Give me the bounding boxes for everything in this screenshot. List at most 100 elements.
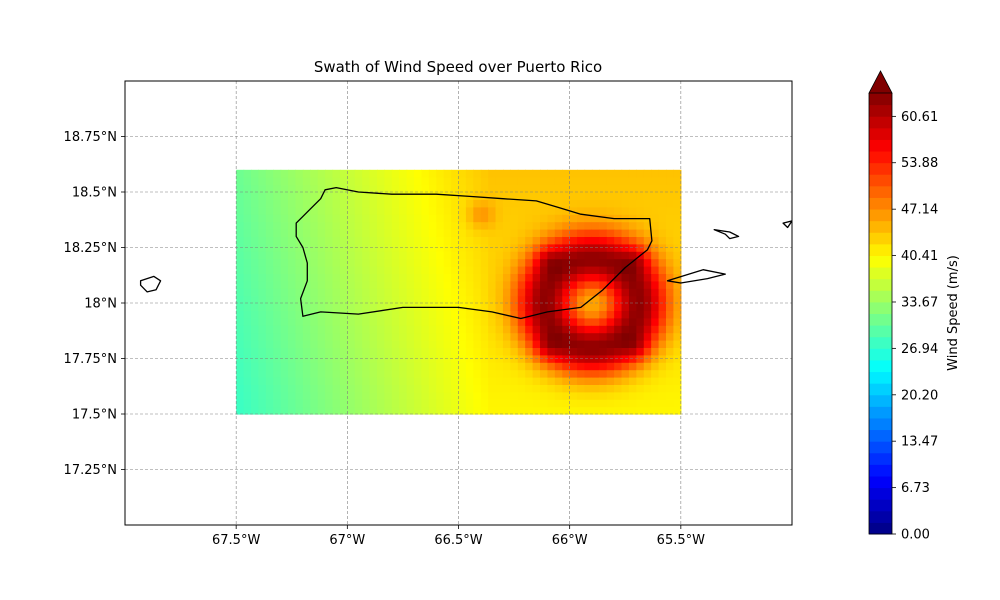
field-cell [428,192,437,200]
field-cell [406,399,415,408]
field-cell [525,406,534,415]
field-cell [421,184,430,193]
field-cell [525,169,534,178]
field-cell [547,266,556,274]
field-cell [606,280,615,289]
field-cell [554,332,563,341]
field-cell [354,229,363,237]
field-cell [369,384,378,393]
field-cell [658,288,667,297]
field-cell [532,332,541,341]
field-cell [243,347,252,356]
field-cell [243,258,252,267]
field-cell [465,266,474,274]
field-cell [250,310,259,319]
field-cell [510,214,519,223]
field-cell [488,340,497,348]
field-cell [606,206,615,215]
colorbar-band [869,394,892,407]
field-cell [562,317,571,326]
field-cell [258,340,267,348]
field-cell [532,406,541,415]
field-cell [406,221,415,230]
field-cell [369,266,378,274]
field-cell [339,273,348,282]
field-cell [436,391,445,400]
field-cell [265,295,274,304]
field-cell [347,369,356,378]
field-cell [451,406,460,415]
field-cell [554,199,563,208]
field-cell [280,317,289,326]
field-cell [443,332,452,341]
field-cell [517,377,526,385]
field-cell [243,177,252,186]
field-cell [540,206,549,215]
field-cell [666,406,675,415]
field-cell [606,273,615,282]
field-cell [273,214,282,223]
field-cell [673,288,682,297]
field-cell [473,347,482,356]
field-cell [554,384,563,393]
field-cell [510,377,519,385]
field-cell [614,362,623,371]
field-cell [666,177,675,186]
colorbar-band [869,348,892,361]
field-cell [651,310,660,319]
field-cell [658,406,667,415]
field-cell [236,310,245,319]
field-cell [265,332,274,341]
field-cell [332,251,341,260]
field-cell [495,369,504,378]
field-cell [614,384,623,393]
field-cell [369,251,378,260]
field-cell [636,347,645,356]
field-cell [414,221,423,230]
field-cell [606,199,615,208]
field-cell [302,184,311,193]
field-cell [243,221,252,230]
field-cell [273,362,282,371]
field-cell [317,206,326,215]
field-cell [577,184,586,193]
field-cell [599,310,608,319]
field-cell [562,206,571,215]
field-cell [376,325,385,334]
field-cell [599,221,608,230]
field-cell [280,243,289,252]
field-cell [243,369,252,378]
field-cell [599,169,608,178]
field-cell [584,177,593,186]
field-cell [236,206,245,215]
field-cell [584,317,593,326]
field-cell [599,266,608,274]
field-cell [302,347,311,356]
field-cell [591,266,600,274]
field-cell [599,258,608,267]
field-cell [295,199,304,208]
field-cell [236,221,245,230]
field-cell [428,377,437,385]
field-cell [465,273,474,282]
field-cell [614,206,623,215]
field-cell [525,258,534,267]
field-cell [332,177,341,186]
colorbar-extend-arrow [868,70,893,94]
field-cell [628,384,637,393]
x-tick-label: 67°W [329,533,365,548]
field-cell [421,192,430,200]
field-cell [606,325,615,334]
field-cell [547,258,556,267]
field-cell [554,391,563,400]
field-cell [295,317,304,326]
field-cell [599,340,608,348]
field-cell [562,377,571,385]
colorbar-band [869,325,892,338]
field-cell [473,184,482,193]
field-cell [480,184,489,193]
field-cell [362,258,371,267]
field-cell [310,258,319,267]
colorbar-band [869,313,892,326]
field-cell [362,280,371,289]
